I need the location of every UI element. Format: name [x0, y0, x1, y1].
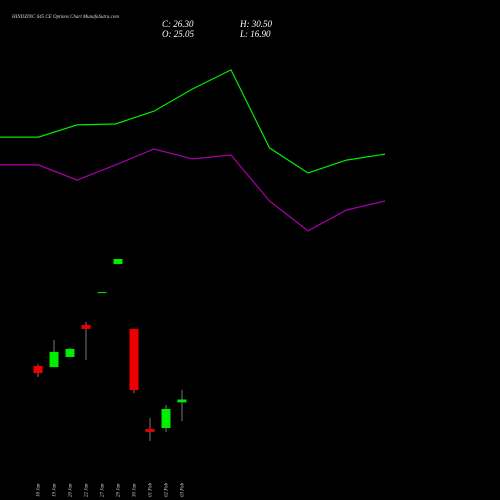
- candle-body: [129, 328, 139, 391]
- x-tick-label: 27 Jan: [101, 483, 106, 497]
- chart-title: HINDZINC 645 CE Options Chart MunafaSutr…: [11, 15, 119, 20]
- x-tick-label: 01 Feb: [149, 482, 154, 497]
- candle-body: [113, 258, 123, 265]
- candle-body: [145, 428, 155, 432]
- ohlc-close: C: 26.30: [162, 19, 194, 29]
- indicator-line: [0, 148, 386, 232]
- candle-body: [33, 365, 43, 374]
- candle-body: [81, 324, 91, 329]
- x-tick-label: 03 Feb: [181, 482, 186, 497]
- ohlc-open: O: 25.05: [162, 29, 194, 39]
- ohlc-low: L: 16.90: [239, 29, 271, 39]
- indicator-line: [0, 69, 386, 174]
- x-tick-label: 29 Jan: [117, 483, 122, 497]
- x-tick-label: 19 Jan: [53, 483, 58, 497]
- x-tick-label: 30 Jan: [133, 483, 138, 497]
- ohlc-high: H: 30.50: [239, 19, 272, 29]
- candle-body: [177, 399, 187, 403]
- x-tick-label: 22 Jan: [85, 483, 90, 497]
- x-tick-label: 16 Jan: [37, 483, 42, 497]
- x-tick-label: 20 Jan: [69, 483, 74, 497]
- candle-body: [97, 292, 107, 294]
- candle-body: [49, 351, 59, 368]
- candle-body: [161, 408, 171, 429]
- candle-body: [65, 348, 75, 357]
- x-tick-label: 02 Feb: [165, 482, 170, 497]
